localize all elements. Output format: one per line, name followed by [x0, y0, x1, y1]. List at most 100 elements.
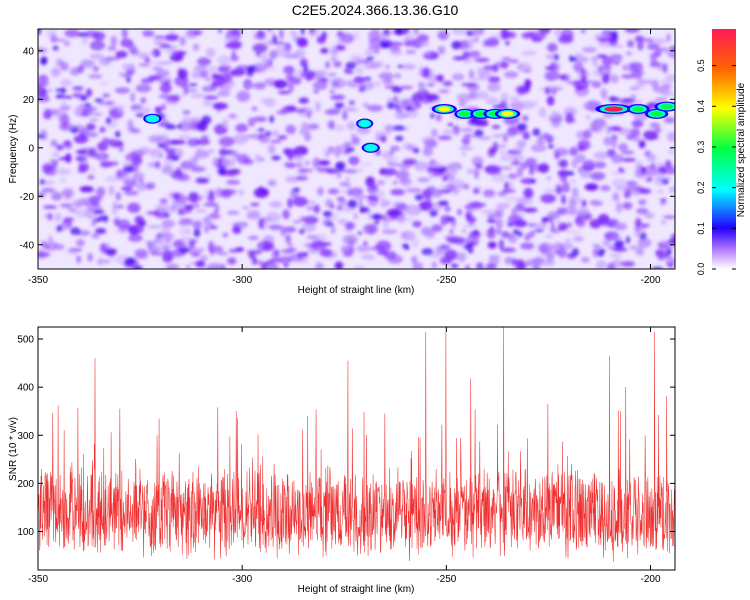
- noise-blob: [380, 42, 390, 49]
- noise-blob: [593, 161, 607, 169]
- noise-blob: [581, 75, 587, 82]
- noise-blob: [635, 187, 646, 193]
- noise-blob: [89, 53, 104, 60]
- noise-blob: [417, 81, 426, 89]
- noise-blob: [634, 35, 645, 43]
- noise-blob: [543, 189, 557, 193]
- noise-blob: [242, 206, 250, 210]
- noise-blob: [294, 48, 306, 60]
- noise-blob: [138, 219, 147, 228]
- noise-blob: [425, 197, 432, 205]
- noise-blob: [277, 90, 291, 95]
- noise-blob: [661, 84, 673, 89]
- noise-blob: [269, 257, 282, 264]
- noise-blob: [250, 202, 260, 207]
- noise-blob: [603, 136, 613, 146]
- noise-blob: [444, 205, 451, 212]
- noise-blob: [222, 232, 229, 238]
- noise-blob: [412, 262, 424, 269]
- noise-blob: [284, 226, 297, 233]
- noise-blob: [322, 210, 333, 218]
- noise-blob: [422, 189, 433, 200]
- noise-blob: [201, 115, 212, 125]
- noise-blob: [568, 198, 577, 210]
- noise-blob: [217, 251, 229, 256]
- noise-blob: [91, 233, 100, 239]
- noise-blob: [547, 86, 563, 92]
- noise-blob: [623, 189, 631, 199]
- noise-blob: [384, 124, 395, 132]
- noise-blob: [635, 161, 643, 167]
- noise-blob: [492, 104, 505, 109]
- noise-blob: [285, 124, 297, 135]
- noise-blob: [422, 67, 430, 78]
- noise-blob: [293, 196, 308, 207]
- heatmap-frame: [37, 28, 676, 270]
- heatmap-peak: [626, 104, 650, 114]
- noise-blob: [570, 178, 576, 185]
- noise-blob: [395, 29, 403, 36]
- noise-blob: [600, 249, 606, 253]
- noise-blob: [269, 115, 275, 124]
- noise-blob: [337, 219, 348, 225]
- peak-core: [632, 106, 644, 112]
- noise-blob: [304, 160, 311, 166]
- y-tick-label: 200: [17, 479, 34, 490]
- x-tick-label: -250: [436, 574, 456, 585]
- noise-blob: [375, 240, 392, 252]
- noise-blob: [306, 206, 315, 211]
- noise-blob: [99, 161, 113, 168]
- noise-blob: [567, 222, 573, 228]
- heatmap-peak: [644, 108, 669, 119]
- noise-blob: [418, 42, 426, 47]
- noise-blob: [208, 240, 214, 252]
- noise-blob: [430, 112, 435, 119]
- noise-blob: [333, 60, 342, 68]
- noise-blob: [530, 179, 535, 184]
- noise-blob: [47, 212, 53, 221]
- noise-blob: [582, 159, 597, 167]
- noise-blob: [400, 230, 416, 241]
- noise-blob: [399, 85, 413, 90]
- noise-blob: [203, 202, 219, 207]
- noise-blob: [562, 174, 568, 184]
- noise-blob: [641, 223, 650, 228]
- noise-blob: [166, 147, 176, 157]
- noise-blob: [70, 227, 81, 236]
- noise-blob: [487, 213, 495, 220]
- noise-blob: [601, 73, 610, 84]
- noise-blob: [99, 186, 105, 193]
- noise-blob: [271, 129, 280, 138]
- noise-blob: [295, 37, 307, 44]
- noise-blob: [430, 128, 438, 138]
- noise-blob: [207, 65, 218, 74]
- noise-blob: [336, 168, 342, 179]
- noise-blob: [163, 245, 170, 256]
- noise-blob: [602, 239, 611, 247]
- noise-blob: [459, 146, 473, 151]
- snr-xlabel: Height of straight line (km): [298, 584, 415, 595]
- noise-blob: [87, 252, 93, 262]
- noise-blob: [598, 36, 610, 43]
- noise-blob: [367, 104, 383, 112]
- noise-blob: [436, 113, 442, 122]
- noise-blob: [591, 200, 604, 207]
- noise-blob: [177, 209, 192, 214]
- peak-core: [650, 111, 663, 117]
- noise-blob: [330, 78, 346, 89]
- noise-blob: [516, 140, 527, 148]
- noise-blob: [509, 96, 520, 101]
- noise-blob: [38, 85, 46, 97]
- noise-blob: [302, 221, 316, 233]
- noise-blob: [99, 243, 107, 254]
- noise-blob: [412, 220, 422, 228]
- noise-blob: [476, 91, 489, 100]
- noise-blob: [59, 113, 70, 125]
- noise-blob: [468, 69, 475, 79]
- noise-blob: [438, 89, 450, 94]
- noise-blob: [351, 136, 361, 145]
- noise-blob: [284, 105, 297, 111]
- noise-blob: [313, 204, 321, 214]
- noise-blob: [86, 88, 93, 97]
- noise-blob: [538, 29, 551, 35]
